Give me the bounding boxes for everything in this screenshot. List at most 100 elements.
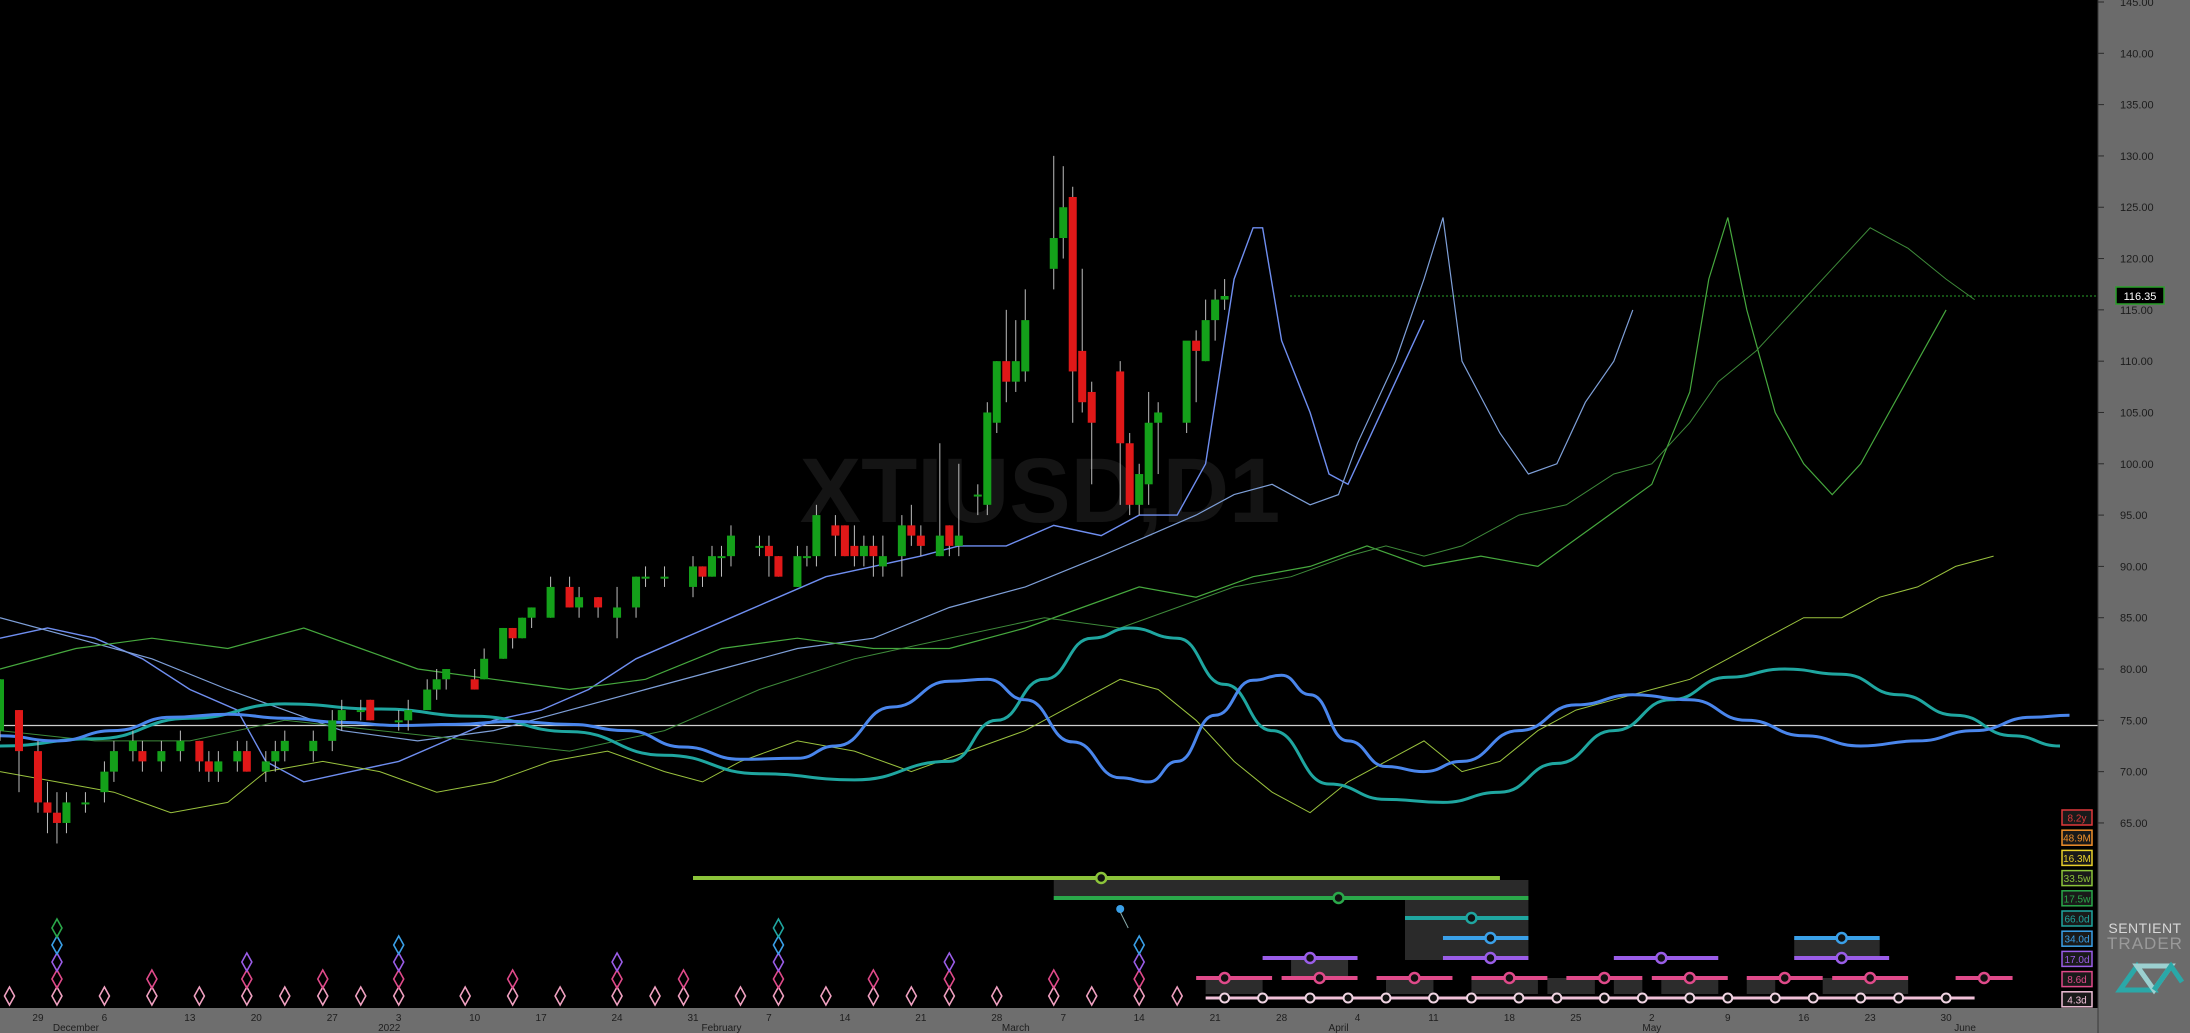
phase-circle bbox=[1313, 971, 1326, 985]
x-tick-label: 13 bbox=[184, 1013, 196, 1024]
current-price-label: 116.35 bbox=[2124, 291, 2157, 303]
diamond-marker bbox=[990, 985, 1003, 1007]
candle-body bbox=[850, 545, 859, 557]
candle-body bbox=[366, 699, 375, 721]
x-tick-label: 28 bbox=[1276, 1013, 1288, 1024]
diamond-marker bbox=[734, 985, 747, 1007]
candle-body bbox=[242, 751, 251, 772]
y-tick-label: 65.00 bbox=[2120, 818, 2148, 830]
diamond-marker bbox=[772, 985, 785, 1007]
candle-body bbox=[707, 556, 716, 577]
candle-body bbox=[356, 710, 365, 713]
diamond-marker bbox=[1133, 934, 1146, 956]
cycle-legend-badge bbox=[2061, 829, 2093, 846]
brand-line-1: SENTIENT bbox=[2108, 920, 2182, 936]
cycle-legend-badge bbox=[2061, 950, 2093, 968]
phase-circle bbox=[1257, 992, 1269, 1004]
diamond-marker bbox=[677, 985, 690, 1007]
diamond-marker bbox=[392, 934, 405, 956]
diamond-marker bbox=[649, 985, 661, 1007]
price-series-2 bbox=[0, 217, 1634, 742]
phase-circle bbox=[1380, 992, 1392, 1004]
cycle-legend-label: 8.2y bbox=[2068, 814, 2087, 825]
sentient-trader-logo-icon bbox=[2115, 961, 2185, 995]
candle-body bbox=[233, 751, 242, 762]
candle-body bbox=[52, 812, 61, 823]
candle-body bbox=[755, 545, 764, 548]
diamond-marker bbox=[611, 968, 623, 990]
candle-body bbox=[1011, 361, 1020, 382]
candle-body bbox=[480, 658, 489, 680]
x-tick-label: 25 bbox=[1570, 1013, 1582, 1024]
diamond-marker bbox=[145, 985, 158, 1007]
phase-circle bbox=[1778, 971, 1791, 985]
diamond-marker bbox=[611, 951, 623, 973]
cycle-dot-tick bbox=[1119, 911, 1129, 929]
current-price-tag bbox=[2115, 286, 2165, 305]
cycle-legend-label: 17.0d bbox=[2064, 955, 2089, 966]
candle-body bbox=[404, 710, 413, 721]
candle-body bbox=[1182, 340, 1191, 423]
candle-body bbox=[907, 525, 916, 536]
diamond-marker bbox=[145, 968, 158, 990]
candle-body bbox=[1078, 350, 1087, 403]
diamond-marker bbox=[316, 985, 329, 1007]
candle-body bbox=[328, 720, 337, 741]
candle-body bbox=[1059, 207, 1068, 239]
x-tick-label: 2 bbox=[1649, 1013, 1655, 1024]
candle-body bbox=[859, 545, 868, 557]
x-tick-label: 7 bbox=[1060, 1013, 1066, 1024]
phase-circle bbox=[1684, 992, 1696, 1004]
phase-circle bbox=[1342, 992, 1354, 1004]
phase-circle bbox=[1835, 931, 1848, 945]
x-tick-label: 21 bbox=[915, 1013, 927, 1024]
candle-body bbox=[1135, 474, 1144, 505]
diamond-marker bbox=[943, 985, 956, 1007]
cycle-legend-badge bbox=[2061, 809, 2093, 826]
phase-circle bbox=[1465, 911, 1478, 925]
x-tick-label: 23 bbox=[1865, 1013, 1877, 1024]
candle-body bbox=[726, 535, 735, 557]
diamond-marker bbox=[51, 934, 63, 956]
diamond-marker bbox=[943, 951, 956, 973]
candle-body bbox=[62, 802, 71, 823]
candle-body bbox=[138, 751, 147, 762]
band-bg bbox=[1794, 938, 1880, 958]
diamond-marker bbox=[1047, 968, 1060, 990]
y-tick-label: 75.00 bbox=[2120, 715, 2148, 727]
y-tick-label: 115.00 bbox=[2120, 305, 2153, 317]
candle-body bbox=[594, 597, 603, 608]
candle-body bbox=[14, 710, 23, 752]
candle-body bbox=[109, 751, 118, 772]
candle-body bbox=[916, 535, 925, 546]
candle-body bbox=[81, 802, 90, 805]
cycle-legend-label: 8.6d bbox=[2067, 975, 2086, 986]
x-period-label: 2022 bbox=[378, 1023, 401, 1033]
cycle-legend-label: 48.9M bbox=[2063, 834, 2091, 845]
y-tick-label: 125.00 bbox=[2120, 202, 2154, 214]
candle-body bbox=[1116, 371, 1125, 444]
candle-body bbox=[1049, 238, 1058, 269]
band-bg bbox=[1661, 978, 1719, 994]
x-tick-label: 21 bbox=[1210, 1013, 1222, 1024]
diamond-marker bbox=[1133, 951, 1146, 973]
x-period-label: June bbox=[1954, 1023, 1976, 1033]
candle-body bbox=[1211, 299, 1220, 321]
x-period-label: March bbox=[1002, 1023, 1030, 1033]
candle-body bbox=[337, 710, 346, 721]
candle-body bbox=[878, 556, 887, 567]
phase-circle bbox=[1977, 971, 1991, 985]
diamond-marker bbox=[459, 985, 472, 1007]
diamond-marker bbox=[51, 951, 63, 973]
diamond-marker bbox=[392, 968, 405, 990]
y-tick-label: 70.00 bbox=[2120, 767, 2148, 779]
phase-circle bbox=[1863, 971, 1877, 985]
candle-body bbox=[1068, 196, 1077, 372]
x-tick-label: 6 bbox=[102, 1013, 108, 1024]
cycle-legend-label: 33.5w bbox=[2064, 874, 2091, 885]
diamond-marker bbox=[1133, 985, 1146, 1007]
diamond-marker bbox=[240, 968, 253, 990]
band-bg bbox=[1822, 978, 1909, 994]
y-tick-label: 80.00 bbox=[2120, 664, 2148, 676]
phase-circle bbox=[1465, 992, 1477, 1004]
